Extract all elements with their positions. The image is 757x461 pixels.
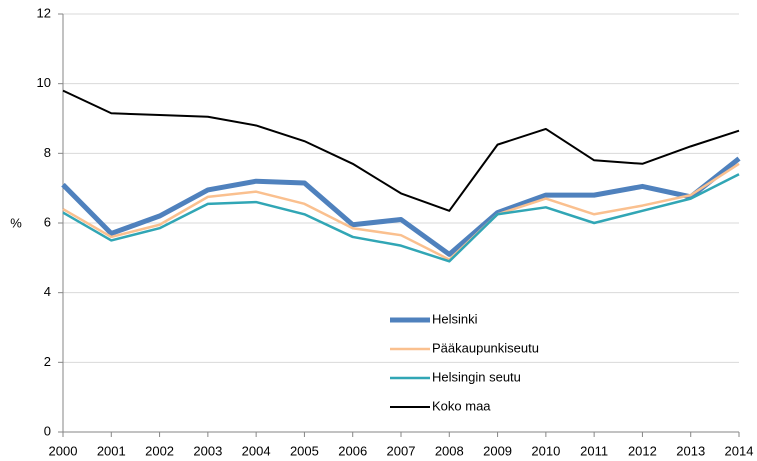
y-tick-label: 6 xyxy=(44,214,51,229)
series-line xyxy=(62,89,740,212)
x-tick-label: 2001 xyxy=(97,443,126,458)
x-tick-label: 2000 xyxy=(49,443,78,458)
x-tick-label: 2007 xyxy=(387,443,416,458)
y-tick-label: 12 xyxy=(37,5,51,20)
x-tick-label: 2011 xyxy=(580,443,608,458)
series-line xyxy=(62,162,740,261)
x-tick-label: 2009 xyxy=(483,443,512,458)
legend-label: Helsingin seutu xyxy=(432,369,521,384)
y-tick-label: 0 xyxy=(44,423,51,438)
y-tick-label: 4 xyxy=(44,284,51,299)
x-tick-label: 2013 xyxy=(676,443,705,458)
y-tick-label: 8 xyxy=(44,145,51,160)
y-tick-label: 10 xyxy=(37,75,51,90)
x-tick-label: 2006 xyxy=(338,443,367,458)
x-tick-label: 2002 xyxy=(145,443,174,458)
x-tick-label: 2008 xyxy=(435,443,464,458)
legend-label: Pääkaupunkiseutu xyxy=(432,340,539,355)
y-tick-label: 2 xyxy=(44,354,51,369)
series-line xyxy=(62,173,740,263)
legend-label: Helsinki xyxy=(432,311,478,326)
x-tick-label: 2012 xyxy=(628,443,657,458)
x-tick-label: 2003 xyxy=(193,443,222,458)
legend-label: Koko maa xyxy=(432,398,491,413)
series-line xyxy=(61,156,741,257)
x-tick-label: 2005 xyxy=(290,443,319,458)
x-tick-label: 2010 xyxy=(531,443,560,458)
x-tick-label: 2004 xyxy=(242,443,271,458)
y-axis-label: % xyxy=(10,215,22,230)
x-tick-label: 2014 xyxy=(725,443,754,458)
